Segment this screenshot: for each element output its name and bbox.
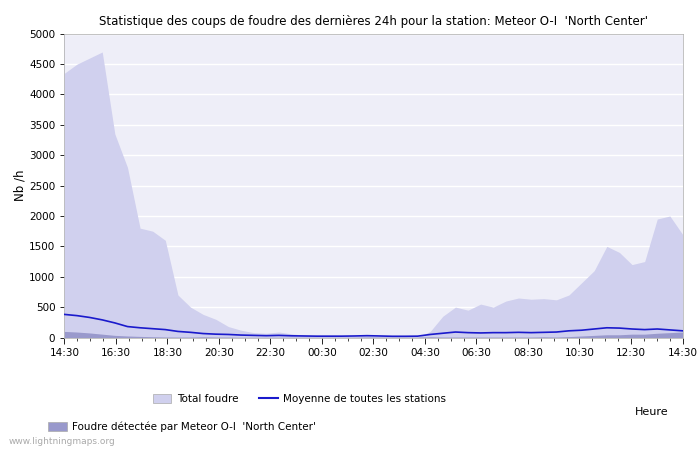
Title: Statistique des coups de foudre des dernières 24h pour la station: Meteor O-I  ': Statistique des coups de foudre des dern… (99, 15, 648, 28)
Legend: Foudre détectée par Meteor O-I  'North Center': Foudre détectée par Meteor O-I 'North Ce… (44, 417, 320, 436)
Text: www.lightningmaps.org: www.lightningmaps.org (8, 437, 115, 446)
Y-axis label: Nb /h: Nb /h (13, 170, 27, 202)
Text: Heure: Heure (635, 407, 668, 417)
